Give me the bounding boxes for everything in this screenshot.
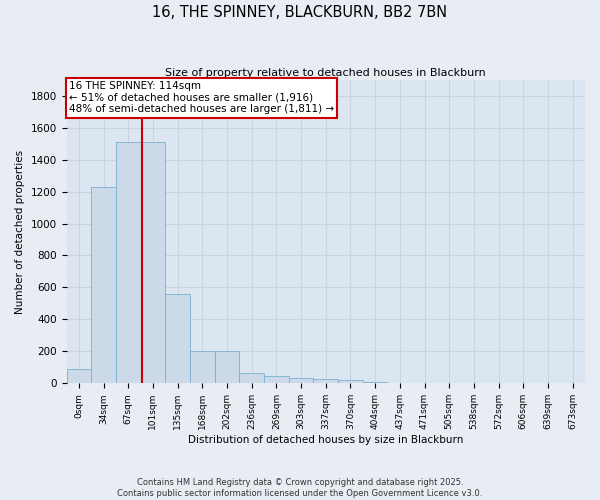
- Bar: [289, 378, 313, 384]
- Bar: [363, 382, 388, 384]
- Y-axis label: Number of detached properties: Number of detached properties: [15, 150, 25, 314]
- Title: Size of property relative to detached houses in Blackburn: Size of property relative to detached ho…: [166, 68, 486, 78]
- Bar: [338, 380, 363, 384]
- Text: Contains HM Land Registry data © Crown copyright and database right 2025.
Contai: Contains HM Land Registry data © Crown c…: [118, 478, 482, 498]
- Bar: [116, 142, 140, 384]
- Bar: [165, 294, 190, 384]
- Text: 16, THE SPINNEY, BLACKBURN, BB2 7BN: 16, THE SPINNEY, BLACKBURN, BB2 7BN: [152, 5, 448, 20]
- Bar: [67, 369, 91, 384]
- Bar: [215, 350, 239, 384]
- Text: 16 THE SPINNEY: 114sqm
← 51% of detached houses are smaller (1,916)
48% of semi-: 16 THE SPINNEY: 114sqm ← 51% of detached…: [69, 81, 334, 114]
- Bar: [140, 142, 165, 384]
- Bar: [313, 380, 338, 384]
- X-axis label: Distribution of detached houses by size in Blackburn: Distribution of detached houses by size …: [188, 435, 463, 445]
- Bar: [239, 373, 264, 384]
- Bar: [91, 187, 116, 384]
- Bar: [264, 376, 289, 384]
- Bar: [190, 350, 215, 384]
